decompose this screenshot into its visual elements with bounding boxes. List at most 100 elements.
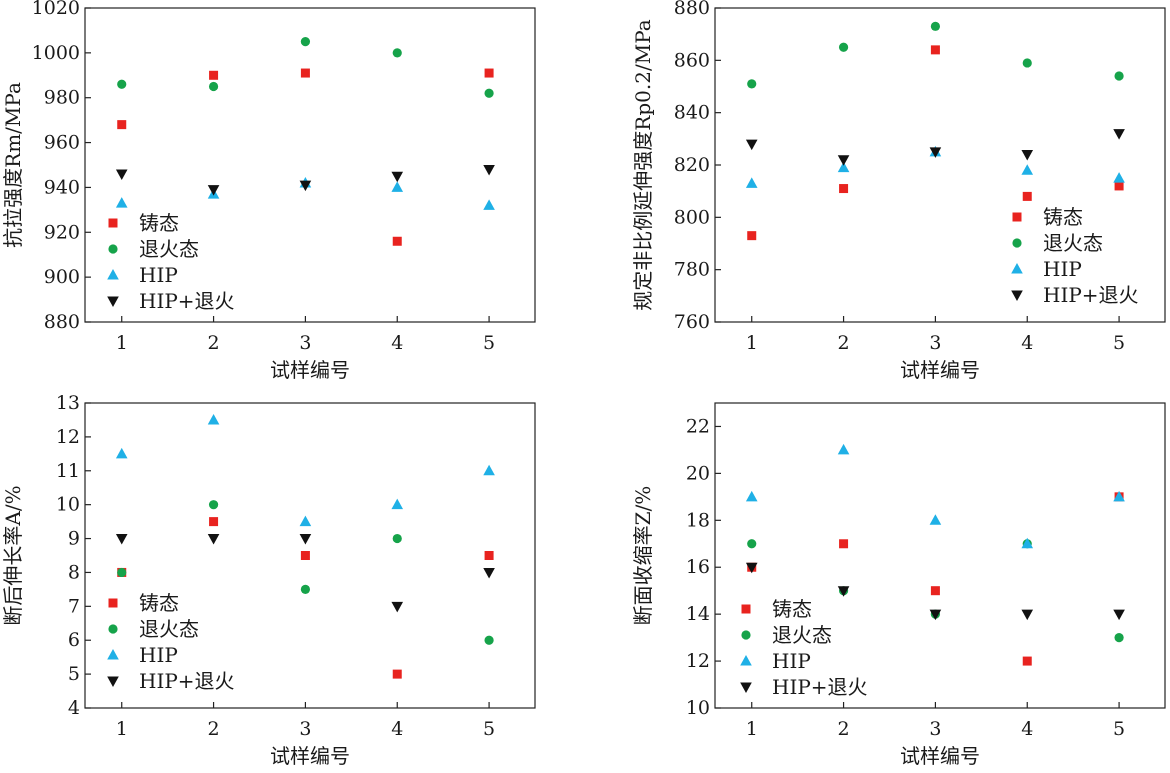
- data-point: [837, 443, 850, 455]
- series-3: [115, 413, 495, 527]
- data-point: [839, 539, 849, 549]
- x-tick-label: 5: [483, 718, 495, 740]
- legend-entry: 铸态: [139, 591, 179, 615]
- data-point: [209, 70, 219, 80]
- legend-marker: [108, 218, 118, 228]
- y-tick-label: 940: [44, 176, 80, 198]
- data-point: [392, 533, 402, 544]
- data-point: [483, 164, 495, 176]
- legend-marker: [107, 296, 119, 307]
- y-tick-label: 11: [56, 460, 80, 482]
- data-point: [747, 79, 757, 89]
- data-point: [484, 68, 494, 78]
- x-tick-label: 3: [929, 718, 941, 740]
- y-tick-label: 760: [674, 311, 710, 333]
- y-tick-label: 860: [674, 49, 710, 71]
- data-point: [1021, 150, 1034, 161]
- y-tick-label: 7: [68, 595, 80, 617]
- y-tick-label: 980: [44, 87, 80, 109]
- legend-marker: [740, 655, 752, 666]
- data-point: [207, 185, 220, 196]
- legend-entry: HIP: [1043, 257, 1082, 281]
- legend-marker: [741, 630, 751, 640]
- legend-entry: HIP: [139, 643, 178, 667]
- data-point: [117, 567, 127, 578]
- data-point: [300, 551, 310, 560]
- data-point: [1021, 609, 1034, 621]
- y-tick-label: 920: [44, 221, 80, 243]
- y-tick-label: 10: [56, 494, 80, 516]
- x-tick-label: 2: [838, 718, 850, 740]
- legend-entry: 铸态: [139, 211, 179, 235]
- legend-marker: [107, 649, 119, 660]
- data-point: [839, 184, 849, 194]
- data-point: [1021, 537, 1034, 549]
- data-point: [930, 21, 941, 31]
- y-tick-label: 18: [686, 509, 710, 531]
- data-point: [483, 464, 495, 476]
- y-tick-label: 12: [56, 426, 80, 448]
- data-point: [392, 236, 402, 246]
- y-tick-label: 840: [674, 102, 710, 124]
- data-point: [745, 490, 758, 502]
- series-2: [117, 37, 494, 98]
- data-point: [208, 81, 219, 92]
- y-tick-label: 16: [686, 556, 710, 578]
- y-tick-label: 5: [68, 663, 80, 685]
- y-tick-label: 6: [68, 629, 80, 651]
- legend-entry: 铸态: [1043, 205, 1083, 229]
- x-tick-label: 2: [208, 718, 220, 740]
- x-tick-label: 4: [391, 718, 403, 740]
- y-tick-label: 900: [44, 266, 80, 288]
- data-point: [837, 155, 850, 166]
- data-point: [483, 199, 495, 210]
- legend-marker: [107, 676, 119, 687]
- y-tick-label: 820: [674, 154, 710, 176]
- data-point: [391, 498, 404, 510]
- data-point: [747, 539, 757, 549]
- data-point: [300, 68, 310, 78]
- data-point: [1021, 164, 1034, 175]
- x-tick-label: 3: [299, 332, 311, 354]
- data-point: [392, 48, 402, 58]
- y-tick-label: 13: [56, 392, 80, 414]
- legend-entry: 退火态: [1043, 231, 1103, 255]
- y-tick-label: 880: [44, 311, 80, 333]
- data-point: [391, 601, 404, 613]
- data-point: [484, 88, 494, 98]
- x-axis-label: 试样编号: [900, 358, 980, 382]
- y-tick-label: 20: [686, 462, 710, 484]
- series-1: [747, 45, 1124, 241]
- data-point: [929, 609, 942, 621]
- legend-entry: HIP: [139, 263, 178, 287]
- chart-panel-1: 880 900 920 940 960 980 1000 1020 1 2 3 4 5 试样编号 抗拉强度R…: [1, 0, 536, 382]
- legend-marker: [1012, 212, 1022, 222]
- x-tick-label: 5: [1113, 718, 1125, 740]
- y-tick-label: 12: [686, 650, 710, 672]
- legend-marker: [1011, 290, 1023, 301]
- y-tick-label: 1000: [32, 42, 80, 64]
- plot-frame: [714, 7, 1166, 323]
- data-point: [1113, 129, 1125, 140]
- x-tick-label: 3: [299, 718, 311, 740]
- x-tick-label: 1: [746, 332, 758, 354]
- y-axis-label: 抗拉强度Rm/MPa: [1, 82, 25, 248]
- data-point: [208, 500, 219, 510]
- series-2: [117, 500, 494, 645]
- data-point: [930, 45, 940, 55]
- data-point: [837, 161, 850, 173]
- series-3: [745, 145, 1125, 188]
- plot-frame: [714, 402, 1166, 709]
- data-point: [1113, 490, 1125, 502]
- plot-frame: [84, 7, 536, 323]
- x-axis-label: 试样编号: [270, 744, 350, 768]
- series-4: [115, 164, 495, 196]
- x-tick-label: 1: [116, 332, 128, 354]
- legend-entry: HIP+退火: [772, 675, 868, 699]
- data-point: [1022, 656, 1032, 666]
- data-point: [930, 586, 940, 596]
- data-point: [929, 147, 942, 158]
- series-1: [117, 68, 494, 246]
